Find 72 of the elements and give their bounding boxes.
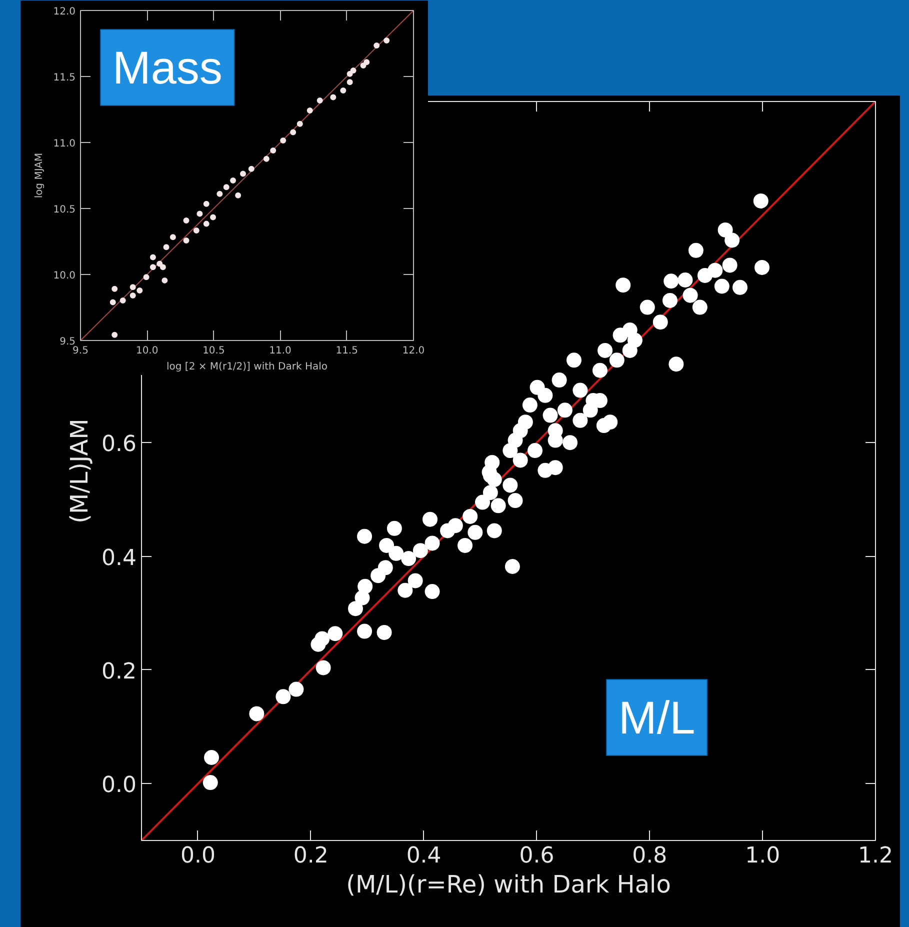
x-tick-label: 0.6 <box>519 844 554 868</box>
point <box>110 299 116 306</box>
point <box>364 59 370 66</box>
point <box>216 190 223 197</box>
point <box>156 260 163 267</box>
y-tick-label: 10.0 <box>53 270 76 282</box>
annotation: Mass <box>112 42 222 94</box>
point <box>183 218 190 224</box>
point <box>183 237 190 244</box>
point <box>150 254 156 260</box>
point <box>230 178 236 184</box>
x-tick-label: 1.2 <box>858 844 894 868</box>
point <box>346 70 353 77</box>
point <box>163 244 170 250</box>
x-axis-title: (M/L)(r=Re) with Dark Halo <box>346 870 671 898</box>
point <box>170 234 176 240</box>
y-tick-label: 0.2 <box>102 659 137 684</box>
x-tick-label: 1.0 <box>745 844 780 868</box>
point <box>235 192 242 198</box>
point <box>223 184 230 190</box>
y-tick-label: 10.5 <box>53 204 76 216</box>
x-tick-label: 0.4 <box>406 844 442 868</box>
x-tick-label: 10.5 <box>202 346 225 356</box>
point <box>290 129 296 136</box>
point <box>296 120 303 127</box>
x-tick-label: 10.0 <box>136 346 158 356</box>
point <box>143 274 150 280</box>
y-tick-label: 0.4 <box>102 546 137 571</box>
point <box>112 286 118 292</box>
x-tick-label: 0.8 <box>632 844 668 868</box>
point <box>240 170 246 177</box>
point <box>130 292 136 298</box>
x-tick-label: 11.0 <box>269 346 292 356</box>
y-tick-label: 9.5 <box>60 336 76 348</box>
point <box>136 287 143 294</box>
y-axis-title: log MJAM <box>34 152 46 198</box>
point <box>162 277 168 284</box>
point <box>270 148 276 154</box>
y-tick-label: 11.0 <box>53 138 76 150</box>
point <box>130 284 136 290</box>
x-tick-label: 9.5 <box>72 346 88 356</box>
point <box>150 264 156 270</box>
point <box>248 166 254 172</box>
point <box>203 220 210 227</box>
point <box>263 156 270 162</box>
point <box>350 68 356 74</box>
y-axis-title: (M/L)JAM <box>66 418 94 524</box>
point <box>120 298 126 304</box>
point <box>280 138 286 144</box>
y-tick-label: 11.5 <box>53 72 76 84</box>
point <box>193 228 200 234</box>
x-tick-label: 0.2 <box>293 844 328 868</box>
point <box>203 200 210 207</box>
point <box>196 210 203 217</box>
y-tick-label: 0.6 <box>102 432 137 458</box>
y-tick-label: 12.0 <box>53 6 76 18</box>
point <box>384 37 390 44</box>
x-tick-label: 11.5 <box>336 346 358 356</box>
point <box>346 79 353 86</box>
point <box>316 98 323 104</box>
annotation: M/L <box>618 692 696 744</box>
x-tick-label: 0.0 <box>180 844 216 868</box>
point <box>374 42 380 48</box>
x-tick-label: 12.0 <box>402 346 425 356</box>
y-tick-label: 0.0 <box>102 773 137 798</box>
point <box>306 108 313 114</box>
point <box>330 94 336 100</box>
point <box>160 264 166 270</box>
x-axis-title: log [2 × M(r1/2)] with Dark Halo <box>166 362 328 372</box>
point <box>210 214 216 220</box>
point <box>340 87 346 94</box>
point <box>112 332 118 338</box>
